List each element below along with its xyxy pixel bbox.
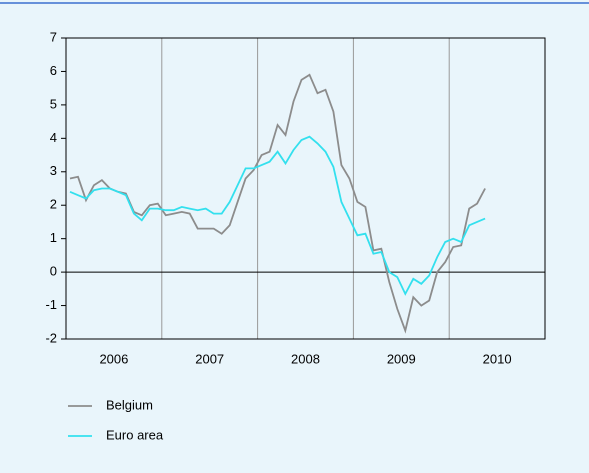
- y-tick-label: 5: [50, 96, 57, 111]
- x-tick-label: 2007: [195, 351, 224, 366]
- x-tick-label: 2008: [291, 351, 320, 366]
- y-tick-label: -2: [45, 330, 57, 345]
- legend-label: Belgium: [106, 397, 153, 412]
- x-tick-label: 2006: [99, 351, 128, 366]
- y-tick-label: -1: [45, 297, 57, 312]
- legend-label: Euro area: [106, 427, 164, 442]
- y-tick-label: 4: [50, 130, 57, 145]
- y-tick-label: 3: [50, 163, 57, 178]
- y-tick-label: 1: [50, 230, 57, 245]
- y-tick-label: 7: [50, 29, 57, 44]
- y-tick-label: 6: [50, 63, 57, 78]
- y-tick-label: 2: [50, 197, 57, 212]
- x-tick-label: 2010: [483, 351, 512, 366]
- series-line: [69, 135, 486, 296]
- series-line: [69, 73, 486, 334]
- y-tick-label: 0: [50, 264, 57, 279]
- plot-border: [65, 37, 546, 340]
- x-tick-label: 2009: [387, 351, 416, 366]
